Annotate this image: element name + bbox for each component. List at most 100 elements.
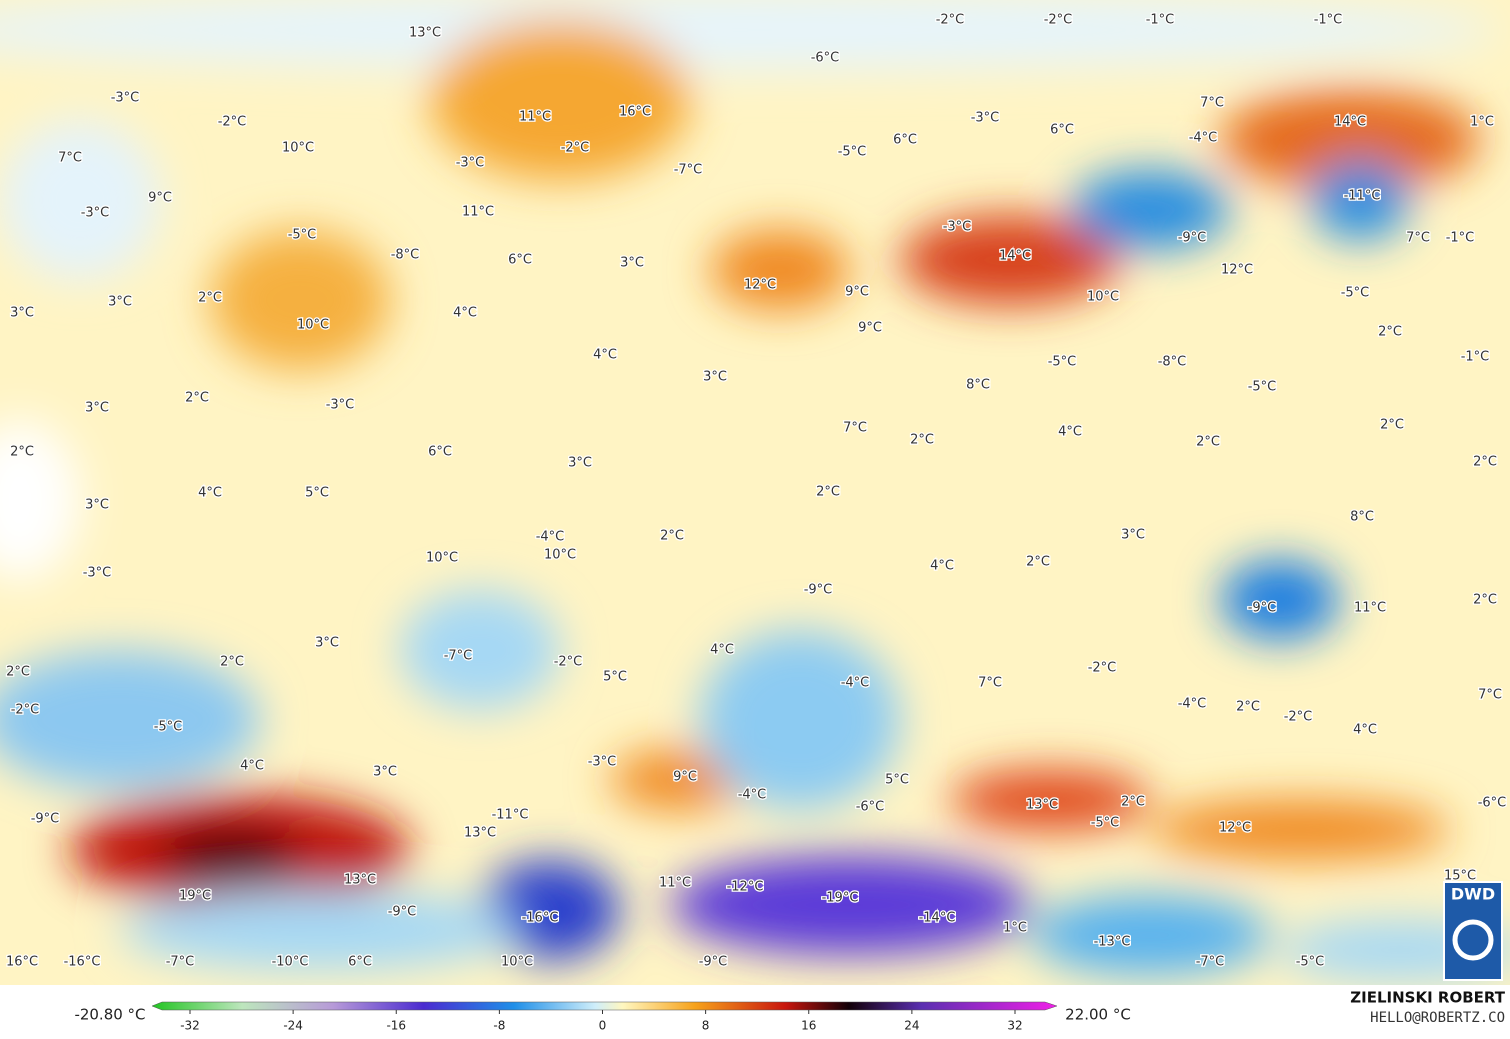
temp-label: 9°C xyxy=(673,770,697,785)
temp-label: -1°C xyxy=(1146,13,1175,28)
temp-label: 12°C xyxy=(1221,263,1253,278)
temp-label: -5°C xyxy=(1341,286,1370,301)
temp-label: -5°C xyxy=(154,720,183,735)
temp-label: -16°C xyxy=(64,955,101,970)
temp-label: 4°C xyxy=(453,306,477,321)
temp-label: 13°C xyxy=(464,826,496,841)
temp-label: -8°C xyxy=(1158,355,1187,370)
temp-label: -4°C xyxy=(738,788,767,803)
temp-label: -3°C xyxy=(83,566,112,581)
colorbar xyxy=(151,1001,1058,1011)
temp-label: -11°C xyxy=(1344,189,1381,204)
temp-label: 6°C xyxy=(428,445,452,460)
temp-label: 2°C xyxy=(185,391,209,406)
temp-label: 2°C xyxy=(6,665,30,680)
temperature-field xyxy=(0,0,1510,985)
temp-label: 4°C xyxy=(198,486,222,501)
temp-label: 11°C xyxy=(462,205,494,220)
temp-label: 6°C xyxy=(1050,123,1074,138)
temp-label: -2°C xyxy=(561,141,590,156)
temp-label: 4°C xyxy=(1353,723,1377,738)
temp-label: -19°C xyxy=(822,891,859,906)
temp-label: -4°C xyxy=(536,530,565,545)
temp-label: 9°C xyxy=(148,191,172,206)
temp-label: 3°C xyxy=(373,765,397,780)
temp-label: 1°C xyxy=(1470,115,1494,130)
temp-label: 2°C xyxy=(1380,418,1404,433)
logo-box xyxy=(1443,881,1503,981)
temp-label: -13°C xyxy=(1094,935,1131,950)
temp-label: -2°C xyxy=(11,703,40,718)
temp-label: 7°C xyxy=(1478,688,1502,703)
temp-label: 2°C xyxy=(1378,325,1402,340)
temp-label: 2°C xyxy=(910,433,934,448)
temp-label: -6°C xyxy=(1478,796,1507,811)
temp-label: -4°C xyxy=(841,676,870,691)
temp-label: 13°C xyxy=(1026,798,1058,813)
temp-label: 2°C xyxy=(816,485,840,500)
temp-label: 19°C xyxy=(179,889,211,904)
temp-label: -14°C xyxy=(919,911,956,926)
temp-label: -3°C xyxy=(111,91,140,106)
temp-label: 2°C xyxy=(1196,435,1220,450)
temp-label: -9°C xyxy=(1178,231,1207,246)
colorbar-ticks: -32 -24 -16 -8 0 8 16 24 32 xyxy=(180,1010,1023,1033)
temperature-labels: 13°C -2°C -2°C -1°C -1°C -6°C -3°C -2°C 11°C 16°C… xyxy=(5,11,1508,971)
temp-label: -5°C xyxy=(288,228,317,243)
temp-label: -2°C xyxy=(554,655,583,670)
temp-label: -2°C xyxy=(936,13,965,28)
temp-label: 2°C xyxy=(10,445,34,460)
temp-label: 2°C xyxy=(198,291,222,306)
temp-label: -1°C xyxy=(1314,13,1343,28)
temp-label: 10°C xyxy=(1087,290,1119,305)
logo: DWD xyxy=(1451,885,1495,904)
temp-label: 8°C xyxy=(966,378,990,393)
temp-label: 2°C xyxy=(660,529,684,544)
temp-label: -3°C xyxy=(588,755,617,770)
temp-label: 11°C xyxy=(519,110,551,125)
temp-label: 7°C xyxy=(843,421,867,436)
temp-label: 6°C xyxy=(348,955,372,970)
temp-label: 14°C xyxy=(999,249,1031,264)
temp-label: 12°C xyxy=(744,278,776,293)
temp-label: 3°C xyxy=(10,306,34,321)
temp-label: 3°C xyxy=(315,636,339,651)
temp-label: 3°C xyxy=(85,401,109,416)
credit-name: ZIELINSKI ROBERT xyxy=(1350,989,1505,1007)
temp-label: -7°C xyxy=(674,163,703,178)
temp-label: 5°C xyxy=(885,773,909,788)
colorbar-tick-label: -32 xyxy=(180,1019,200,1033)
temp-label: 9°C xyxy=(845,285,869,300)
temp-label: -3°C xyxy=(326,398,355,413)
temp-label: -9°C xyxy=(388,905,417,920)
temp-label: 5°C xyxy=(603,670,627,685)
colorbar-tick-label: -8 xyxy=(493,1019,505,1033)
temp-label: 4°C xyxy=(1058,425,1082,440)
temp-label: 10°C xyxy=(501,955,533,970)
temp-label: -2°C xyxy=(1044,13,1073,28)
temp-label: -9°C xyxy=(1248,601,1277,616)
temp-label: -6°C xyxy=(811,51,840,66)
temp-label: -7°C xyxy=(444,649,473,664)
legend-min: -20.80 °C xyxy=(74,1006,145,1024)
temp-label: -8°C xyxy=(391,248,420,263)
temp-label: -1°C xyxy=(1446,231,1475,246)
temp-label: 14°C xyxy=(1334,115,1366,130)
temp-label: 11°C xyxy=(1354,601,1386,616)
temp-label: 8°C xyxy=(1350,510,1374,525)
temp-label: -6°C xyxy=(856,800,885,815)
temp-label: -3°C xyxy=(971,111,1000,126)
temp-label: 2°C xyxy=(1473,455,1497,470)
temp-label: 3°C xyxy=(620,256,644,271)
temp-label: 6°C xyxy=(508,253,532,268)
temp-label: 4°C xyxy=(710,643,734,658)
temp-label: -3°C xyxy=(943,220,972,235)
temp-label: 3°C xyxy=(568,456,592,471)
colorbar-tick-label: 8 xyxy=(702,1019,710,1033)
temp-label: 4°C xyxy=(240,759,264,774)
colorbar-tick-label: -16 xyxy=(386,1019,406,1033)
temp-label: -5°C xyxy=(1248,380,1277,395)
temp-label: -5°C xyxy=(1296,955,1325,970)
temp-label: -7°C xyxy=(1196,955,1225,970)
